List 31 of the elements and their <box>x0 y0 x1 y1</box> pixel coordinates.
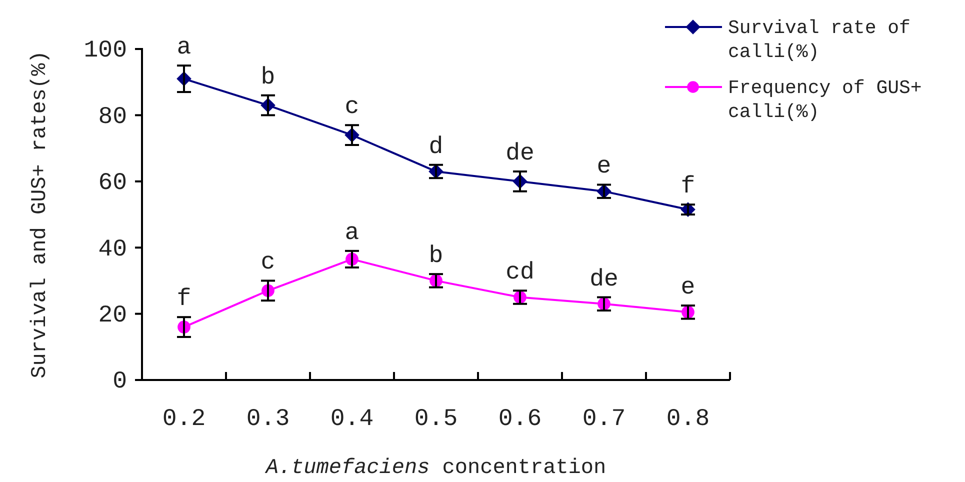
annotation: e <box>596 154 612 181</box>
annotation: d <box>428 134 444 161</box>
x-tick-label: 0.2 <box>162 406 206 433</box>
legend-label: Frequency of GUS+ calli(%) <box>728 77 922 123</box>
annotation: de <box>590 266 618 294</box>
y-tick-label: 0 <box>112 368 127 396</box>
y-axis-title: Survival and GUS+ rates(%) <box>29 50 52 378</box>
annotation: e <box>680 274 696 302</box>
annotation: c <box>260 250 276 277</box>
x-tick-label: 0.4 <box>330 406 374 433</box>
y-tick-label: 40 <box>98 236 127 264</box>
annotation: b <box>428 243 444 270</box>
x-tick-label: 0.6 <box>498 406 542 433</box>
x-tick-label: 0.8 <box>666 406 710 433</box>
y-tick-label: 20 <box>98 302 127 330</box>
annotation: f <box>176 286 192 314</box>
annotation: f <box>680 174 696 201</box>
y-tick-label: 100 <box>84 38 127 65</box>
x-tick-label: 0.3 <box>246 406 290 433</box>
legend-label: Survival rate of calli(%) <box>728 17 910 63</box>
annotation: b <box>260 64 276 92</box>
annotation: a <box>344 220 360 247</box>
annotation: a <box>176 34 192 62</box>
y-tick-label: 80 <box>98 104 127 131</box>
x-tick-label: 0.7 <box>582 406 626 433</box>
annotation: c <box>344 94 360 122</box>
y-tick-label: 60 <box>98 170 127 198</box>
x-axis-title: A.tumefaciens concentration <box>264 457 606 480</box>
x-tick-label: 0.5 <box>414 406 458 433</box>
annotation: de <box>506 140 534 168</box>
annotation: cd <box>506 260 534 287</box>
